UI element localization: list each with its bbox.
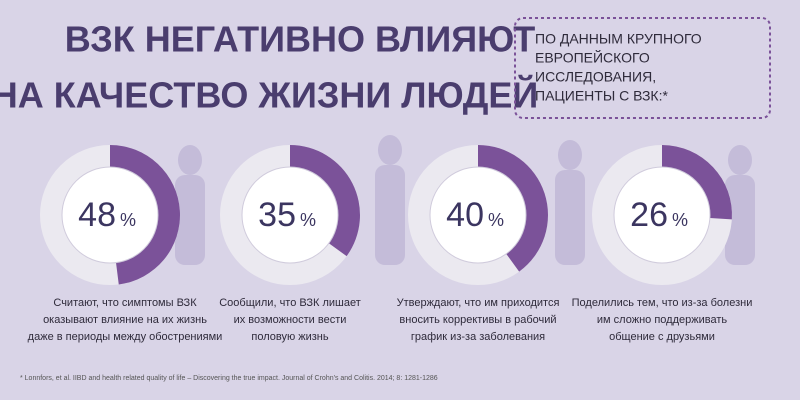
value-unit: %	[672, 210, 688, 230]
note-line: ЕВРОПЕЙСКОГО	[535, 49, 650, 66]
value-label: 40	[446, 196, 484, 234]
note-line: ПАЦИЕНТЫ С ВЗК:*	[535, 88, 668, 104]
note: ПО ДАННЫМ КРУПНОГО ЕВРОПЕЙСКОГО ИССЛЕДОВАН…	[535, 31, 702, 104]
value-unit: %	[300, 210, 316, 230]
caption-line: вносить коррективы в рабочий	[399, 314, 556, 326]
donut-center	[241, 166, 339, 264]
donut-arc	[478, 145, 549, 272]
caption-line: график из-за заболевания	[411, 331, 545, 343]
donut-center	[613, 166, 711, 264]
caption-line: Поделились тем, что из-за болезни	[572, 297, 753, 309]
value-label: 26	[630, 196, 668, 234]
footnote: * Lonnfors, et al. IIBD and health relat…	[20, 375, 438, 382]
silhouettes	[175, 135, 755, 265]
donut-arc	[290, 145, 360, 257]
caption-line: половую жизнь	[251, 331, 329, 343]
value-label: 48	[78, 196, 116, 234]
caption-line: Сообщили, что ВЗК лишает	[219, 297, 361, 309]
caption-line: оказывают влияние на их жизнь	[43, 314, 207, 326]
caption-line: даже в периоды между обострениями	[28, 331, 223, 343]
value-label: 35	[258, 196, 296, 234]
title-line: НА КАЧЕСТВО ЖИЗНИ ЛЮДЕЙ	[0, 74, 538, 116]
caption-line: их возможности вести	[234, 314, 347, 326]
note-line: ПО ДАННЫМ КРУПНОГО	[535, 31, 702, 47]
caption-line: Считают, что симптомы ВЗК	[53, 297, 197, 309]
donut-center	[429, 166, 527, 264]
value-unit: %	[488, 210, 504, 230]
donut-center	[61, 166, 159, 264]
charts: 48 % Считают, что симптомы ВЗК оказывают вл…	[28, 145, 753, 343]
title-line: ВЗК НЕГАТИВНО ВЛИЯЮТ	[65, 19, 536, 60]
donut-arc	[110, 145, 181, 285]
donut-arc	[662, 145, 733, 220]
value-unit: %	[120, 210, 136, 230]
caption-line: Утверждают, что им приходится	[397, 297, 560, 309]
caption-line: общение с друзьями	[609, 331, 715, 343]
note-line: ИССЛЕДОВАНИЯ,	[535, 69, 656, 85]
caption-line: им сложно поддерживать	[597, 314, 727, 326]
